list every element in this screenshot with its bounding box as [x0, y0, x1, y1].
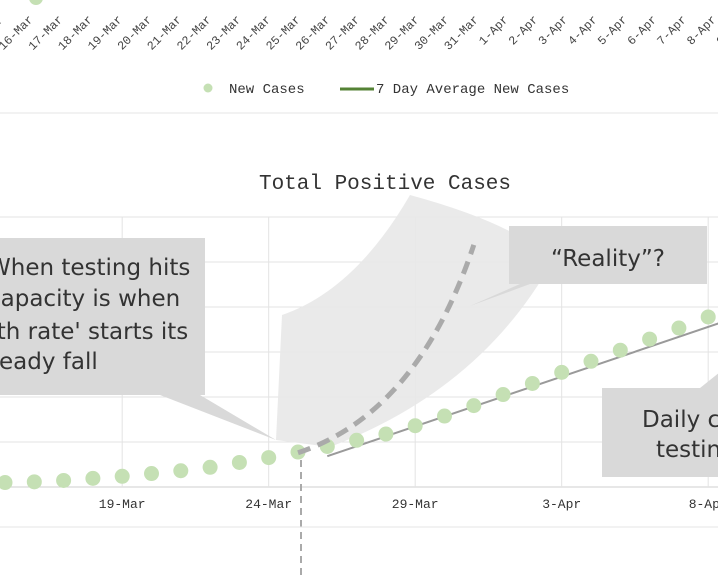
data-point: [524, 375, 540, 391]
data-point: [495, 387, 511, 403]
new-cases-chart: 15-Mar16-Mar17-Mar18-Mar19-Mar20-Mar21-M…: [0, 0, 718, 114]
data-point: [378, 426, 394, 442]
top-x-tick-label: 1-Apr: [476, 13, 511, 48]
data-point: [114, 468, 130, 484]
top-data-point: [29, 0, 43, 5]
data-point: [56, 472, 72, 488]
top-x-tick-label: 7-Apr: [655, 13, 690, 48]
legend-avg-label: 7 Day Average New Cases: [376, 82, 569, 98]
data-point: [85, 470, 101, 486]
top-x-tick-label: 3-Apr: [536, 13, 571, 48]
data-point: [26, 474, 42, 490]
projection-dashed-curve: [297, 244, 477, 456]
data-point: [612, 342, 628, 358]
chart-title: Total Positive Cases: [259, 173, 511, 196]
data-point: [700, 309, 716, 325]
annotation-reality-box: [470, 226, 707, 306]
data-point: [554, 364, 570, 380]
annotation-reality: “Reality”?: [470, 226, 707, 306]
top-x-tick-label: 4-Apr: [565, 13, 600, 48]
data-point: [202, 459, 218, 475]
top-x-tick-label: 8-Apr: [684, 13, 718, 48]
annotation-right-line-2: testing: [656, 437, 718, 463]
annotation-right-box: [602, 373, 718, 477]
annotation-left-line-4: steady fall: [0, 349, 98, 375]
annotation-left-line-2: capacity is when: [0, 286, 180, 312]
projection-highlight: [276, 195, 552, 447]
data-point: [407, 418, 423, 434]
annotation-left-line-3: 'growth rate' starts its: [0, 319, 188, 345]
x-tick-label: 24-Mar: [245, 497, 292, 512]
x-tick-label: 29-Mar: [392, 497, 439, 512]
legend-new-cases-label: New Cases: [229, 82, 305, 98]
data-point: [0, 475, 13, 491]
top-x-tick-label: 2-Apr: [506, 13, 541, 48]
chart-legend: New Cases 7 Day Average New Cases: [203, 82, 569, 98]
annotation-reality-text: “Reality”?: [551, 246, 665, 272]
data-point: [173, 463, 189, 479]
new-cases-points: [0, 309, 716, 491]
annotation-left-box: [0, 238, 276, 440]
top-x-axis-ticks: 15-Mar16-Mar17-Mar18-Mar19-Mar20-Mar21-M…: [0, 13, 718, 53]
annotation-right: Daily capacity testing: [602, 373, 718, 477]
data-point: [144, 466, 159, 482]
annotation-left-line-1: When testing hits: [0, 255, 190, 281]
top-x-tick-label: 5-Apr: [595, 13, 630, 48]
x-tick-label: 19-Mar: [99, 497, 146, 512]
x-tick-label: 8-Apr: [689, 497, 718, 512]
data-point: [349, 432, 365, 448]
data-point: [261, 450, 277, 466]
legend-new-cases-marker: [203, 83, 213, 93]
data-point: [231, 454, 247, 470]
x-axis-ticks: 19-Mar 24-Mar 29-Mar 3-Apr 8-Apr: [99, 497, 718, 512]
data-point: [642, 331, 658, 347]
total-positive-cases-chart: Total Positive Cases 19-Mar 24-Mar 29-Mar 3…: [0, 173, 718, 578]
annotation-left: When testing hits capacity is when 'grow…: [0, 238, 276, 440]
x-tick-label: 3-Apr: [542, 497, 581, 512]
data-point: [671, 320, 687, 336]
data-point: [437, 408, 452, 424]
data-point: [583, 353, 599, 369]
data-point: [466, 398, 482, 414]
top-x-tick-label: 6-Apr: [625, 13, 660, 48]
annotation-right-line-1: Daily capacity: [642, 407, 718, 433]
